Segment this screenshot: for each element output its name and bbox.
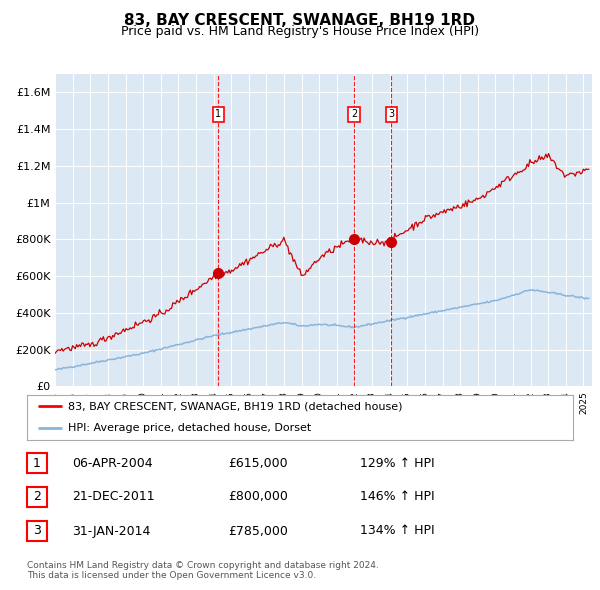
Text: £800,000: £800,000 bbox=[228, 490, 288, 503]
Text: 129% ↑ HPI: 129% ↑ HPI bbox=[360, 457, 434, 470]
Text: 83, BAY CRESCENT, SWANAGE, BH19 1RD: 83, BAY CRESCENT, SWANAGE, BH19 1RD bbox=[125, 13, 476, 28]
Text: This data is licensed under the Open Government Licence v3.0.: This data is licensed under the Open Gov… bbox=[27, 571, 316, 580]
Text: 2: 2 bbox=[351, 109, 357, 119]
Text: 3: 3 bbox=[33, 525, 41, 537]
Text: 2: 2 bbox=[33, 490, 41, 503]
Text: 134% ↑ HPI: 134% ↑ HPI bbox=[360, 525, 434, 537]
Text: 31-JAN-2014: 31-JAN-2014 bbox=[72, 525, 151, 537]
Text: £785,000: £785,000 bbox=[228, 525, 288, 537]
Text: 06-APR-2004: 06-APR-2004 bbox=[72, 457, 152, 470]
Text: 83, BAY CRESCENT, SWANAGE, BH19 1RD (detached house): 83, BAY CRESCENT, SWANAGE, BH19 1RD (det… bbox=[68, 401, 403, 411]
Text: HPI: Average price, detached house, Dorset: HPI: Average price, detached house, Dors… bbox=[68, 422, 311, 432]
Text: 1: 1 bbox=[33, 457, 41, 470]
Text: Price paid vs. HM Land Registry's House Price Index (HPI): Price paid vs. HM Land Registry's House … bbox=[121, 25, 479, 38]
Text: 146% ↑ HPI: 146% ↑ HPI bbox=[360, 490, 434, 503]
Text: £615,000: £615,000 bbox=[228, 457, 287, 470]
Text: Contains HM Land Registry data © Crown copyright and database right 2024.: Contains HM Land Registry data © Crown c… bbox=[27, 560, 379, 569]
Text: 1: 1 bbox=[215, 109, 221, 119]
Text: 21-DEC-2011: 21-DEC-2011 bbox=[72, 490, 155, 503]
Text: 3: 3 bbox=[388, 109, 394, 119]
